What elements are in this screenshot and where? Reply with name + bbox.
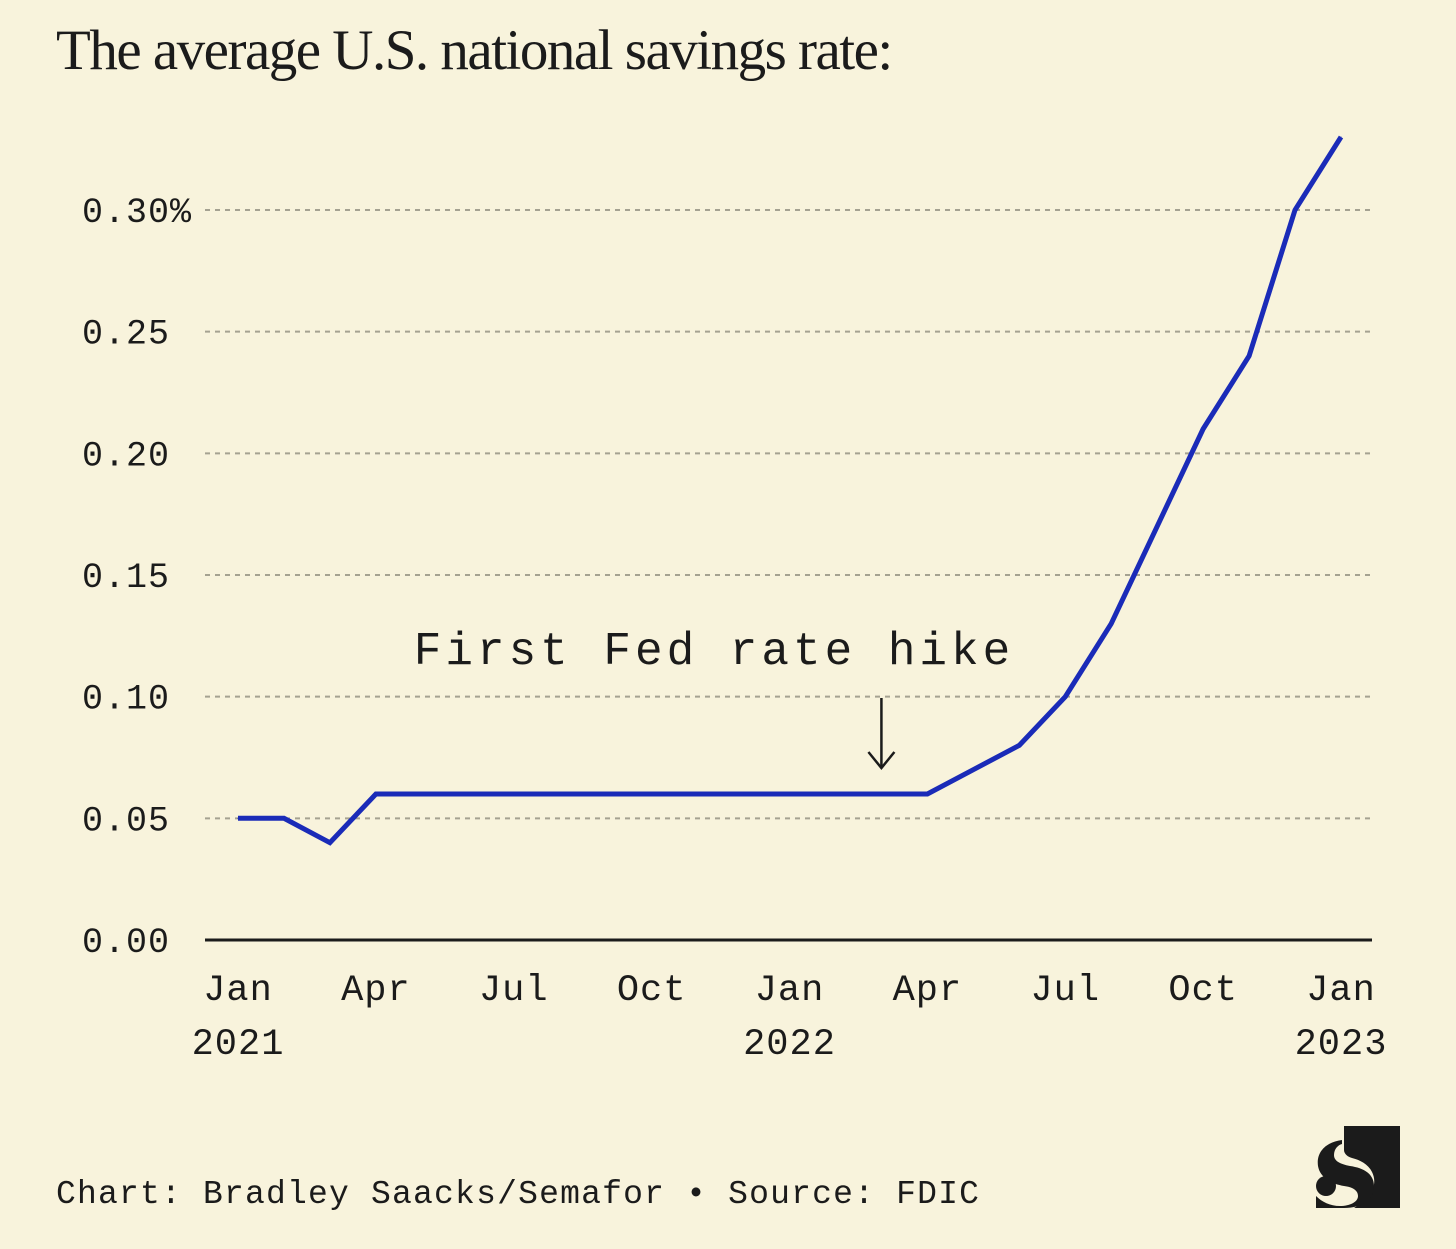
data-point bbox=[513, 793, 515, 795]
y-tick-label: 0.05 bbox=[82, 801, 170, 841]
x-tick-label: Oct bbox=[1168, 970, 1238, 1012]
x-tick-year-label: 2021 bbox=[192, 1024, 285, 1066]
data-point bbox=[1018, 744, 1020, 746]
y-tick-label: 0.00 bbox=[82, 923, 170, 963]
series-line bbox=[238, 135, 1344, 846]
gridlines bbox=[205, 209, 1372, 820]
y-tick-label: 0.25 bbox=[82, 315, 170, 355]
x-tick-label: Jul bbox=[479, 970, 549, 1012]
data-point bbox=[697, 793, 699, 795]
x-tick-year-label: 2023 bbox=[1295, 1024, 1388, 1066]
x-tick-label: Jan bbox=[755, 970, 825, 1012]
data-point bbox=[467, 793, 469, 795]
data-point bbox=[651, 793, 653, 795]
x-tick-label: Apr bbox=[893, 970, 963, 1012]
data-point bbox=[559, 793, 561, 795]
data-point bbox=[789, 793, 790, 795]
series-layer bbox=[237, 135, 1344, 846]
annotation-label: First Fed rate hike bbox=[414, 626, 1015, 678]
data-point bbox=[237, 817, 239, 819]
data-point bbox=[1202, 428, 1204, 430]
chart-credit: Chart: Bradley Saacks/Semafor • Source: … bbox=[56, 1176, 981, 1213]
chart-title: The average U.S. national savings rate: bbox=[56, 19, 893, 82]
data-point bbox=[1294, 209, 1296, 211]
data-point bbox=[834, 793, 836, 795]
y-tick-label: 0.20 bbox=[82, 436, 170, 476]
data-point bbox=[926, 793, 928, 795]
data-point bbox=[605, 793, 607, 795]
y-tick-label: 0.15 bbox=[82, 558, 170, 598]
data-point bbox=[1110, 623, 1112, 625]
annotation-arrow-head bbox=[867, 751, 896, 770]
data-point bbox=[1156, 525, 1158, 527]
y-tick-label: 0.30% bbox=[82, 193, 192, 233]
annotation-layer: First Fed rate hike bbox=[414, 626, 1015, 770]
data-point bbox=[421, 793, 423, 795]
data-point bbox=[743, 793, 745, 795]
data-point bbox=[283, 817, 285, 819]
x-tick-label: Jul bbox=[1030, 970, 1100, 1012]
semafor-s-logo-icon bbox=[1314, 1124, 1402, 1210]
data-point bbox=[375, 793, 377, 795]
x-tick-label: Apr bbox=[341, 970, 411, 1012]
data-point bbox=[1248, 355, 1250, 357]
x-tick-label: Jan bbox=[203, 970, 273, 1012]
x-tick-year-label: 2022 bbox=[743, 1024, 836, 1066]
x-axis-ticks: Jan 2021 Apr Jul Oct Jan 2022 Apr Jul Oct Jan 2023 bbox=[192, 970, 1388, 1066]
data-point bbox=[1340, 136, 1342, 138]
data-point bbox=[972, 769, 974, 771]
data-point bbox=[329, 842, 331, 844]
data-point bbox=[880, 793, 882, 795]
y-tick-label: 0.10 bbox=[82, 680, 170, 720]
data-point bbox=[1064, 696, 1066, 698]
x-tick-label: Oct bbox=[617, 970, 687, 1012]
x-tick-label: Jan bbox=[1306, 970, 1376, 1012]
y-axis-ticks: 0.00 0.05 0.10 0.15 0.20 0.25 0.30% bbox=[82, 193, 192, 963]
